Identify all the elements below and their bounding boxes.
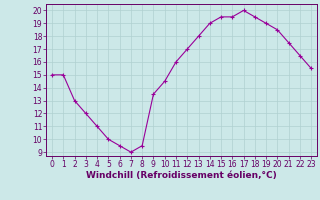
X-axis label: Windchill (Refroidissement éolien,°C): Windchill (Refroidissement éolien,°C): [86, 171, 277, 180]
